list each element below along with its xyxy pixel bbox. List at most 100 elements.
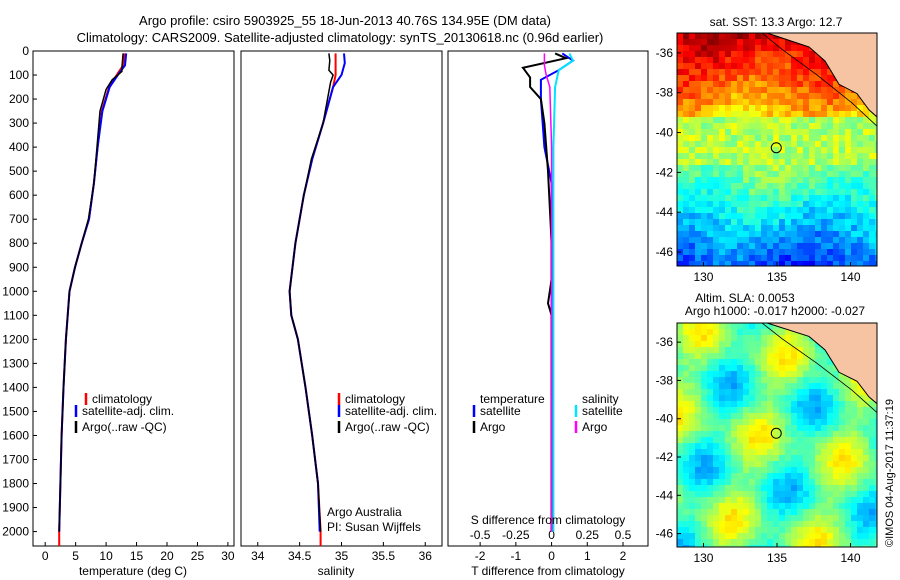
header-line2: Climatology: CARS2009. Satellite-adjuste…	[77, 30, 604, 45]
map-cell	[797, 45, 803, 51]
map-cell	[719, 219, 725, 225]
map-cell	[839, 491, 845, 497]
map-cell	[707, 261, 713, 266]
map-cell	[809, 539, 815, 545]
map-cell	[797, 99, 803, 105]
map-cell	[785, 111, 791, 117]
map-cell	[815, 231, 821, 237]
map-cell	[797, 449, 803, 455]
map-cell	[719, 63, 725, 69]
map-cell	[761, 455, 767, 461]
map-cell	[719, 479, 725, 485]
map-cell	[683, 347, 689, 353]
map-cell	[869, 479, 875, 485]
map-cell	[851, 419, 857, 425]
map-cell	[779, 189, 785, 195]
map-cell	[749, 383, 755, 389]
depth-tick-label: 1500	[2, 404, 29, 418]
map-cell	[839, 129, 845, 135]
map-cell	[683, 81, 689, 87]
map-cell	[833, 165, 839, 171]
difference-x-axis: -2 -1 0 1 2	[475, 542, 627, 563]
map-cell	[869, 129, 875, 135]
map-cell	[797, 189, 803, 195]
map-cell	[755, 449, 761, 455]
map-cell	[839, 231, 845, 237]
map-cell	[737, 177, 743, 183]
map-cell	[803, 443, 809, 449]
map-cell	[791, 383, 797, 389]
map-cell	[737, 165, 743, 171]
map-cell	[857, 467, 863, 473]
map-cell	[731, 473, 737, 479]
map-cell	[803, 419, 809, 425]
map-cell	[833, 177, 839, 183]
map-cell	[701, 231, 707, 237]
map-cell	[689, 231, 695, 237]
map-cell	[773, 261, 779, 266]
map-cell	[737, 231, 743, 237]
map-cell	[725, 201, 731, 207]
map-cell	[725, 183, 731, 189]
map-cell	[815, 461, 821, 467]
map-cell	[677, 177, 683, 183]
map-cell	[695, 189, 701, 195]
map-cell	[725, 341, 731, 347]
map-cell	[863, 395, 869, 401]
map-cell	[851, 527, 857, 533]
map-cell	[713, 195, 719, 201]
map-cell	[683, 353, 689, 359]
map-cell	[857, 437, 863, 443]
map-cell	[791, 539, 797, 545]
map-cell	[815, 141, 821, 147]
map-cell	[725, 485, 731, 491]
map-cell	[767, 111, 773, 117]
map-cell	[815, 129, 821, 135]
map-cell	[737, 243, 743, 249]
map-cell	[785, 479, 791, 485]
map-cell	[677, 105, 683, 111]
map-cell	[857, 207, 863, 213]
map-cell	[707, 335, 713, 341]
map-cell	[857, 413, 863, 419]
map-cell	[743, 63, 749, 69]
map-cell	[707, 497, 713, 503]
map-cell	[767, 93, 773, 99]
map-cell	[875, 189, 877, 195]
map-cell	[707, 437, 713, 443]
map-cell	[857, 509, 863, 515]
map-cell	[743, 243, 749, 249]
map-cell	[713, 437, 719, 443]
map-cell	[803, 63, 809, 69]
map-cell	[785, 213, 791, 219]
map-cell	[707, 183, 713, 189]
map-cell	[719, 165, 725, 171]
map-cell	[755, 521, 761, 527]
map-cell	[707, 225, 713, 231]
map-cell	[767, 419, 773, 425]
depth-tick-label: 400	[9, 140, 29, 154]
map-cell	[791, 413, 797, 419]
map-cell	[845, 213, 851, 219]
map-cell	[761, 383, 767, 389]
map-cell	[743, 213, 749, 219]
map-cell	[737, 141, 743, 147]
map-cell	[791, 485, 797, 491]
lat-tick-label: -44	[656, 488, 674, 502]
map-cell	[857, 129, 863, 135]
map-cell	[749, 99, 755, 105]
map-cell	[791, 75, 797, 81]
map-cell	[683, 105, 689, 111]
map-cell	[713, 147, 719, 153]
map-cell	[857, 135, 863, 141]
map-cell	[779, 195, 785, 201]
map-cell	[737, 395, 743, 401]
map-cell	[857, 231, 863, 237]
map-cell	[779, 39, 785, 45]
map-cell	[791, 51, 797, 57]
map-cell	[845, 261, 851, 266]
profile-marker	[770, 142, 782, 154]
map-cell	[719, 255, 725, 261]
series-line-2	[552, 52, 575, 532]
map-cell	[773, 177, 779, 183]
